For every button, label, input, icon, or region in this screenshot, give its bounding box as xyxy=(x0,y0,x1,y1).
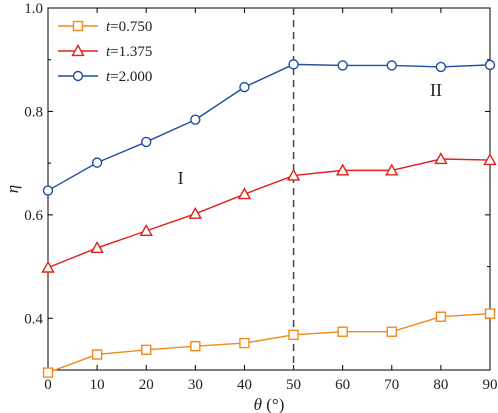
x-tick-label: 10 xyxy=(90,377,105,393)
data-point xyxy=(435,311,447,322)
series-line xyxy=(47,158,491,269)
series-circle xyxy=(42,59,496,196)
region-label: II xyxy=(430,80,442,100)
legend-item: t=2.000 xyxy=(58,69,152,85)
series-triangle xyxy=(41,152,497,273)
data-point xyxy=(435,61,447,73)
x-axis-label: θ (°) xyxy=(254,395,285,413)
data-point xyxy=(386,60,397,71)
data-point xyxy=(239,337,250,349)
legend: t=0.750 t=1.375 t=2.000 xyxy=(58,19,152,85)
x-tick-label: 20 xyxy=(139,377,154,393)
legend-marker xyxy=(71,44,85,57)
data-point xyxy=(337,60,348,71)
legend-item: t=0.750 xyxy=(58,19,152,35)
x-tick-label: 30 xyxy=(188,377,203,393)
data-point xyxy=(288,329,299,341)
data-point xyxy=(484,59,496,71)
data-point xyxy=(237,187,252,200)
y-tick-label: 0.4 xyxy=(24,311,43,327)
data-point xyxy=(42,367,54,378)
x-tick-label: 50 xyxy=(286,377,301,393)
data-point xyxy=(337,326,348,337)
x-tick-label: 40 xyxy=(237,377,252,393)
data-point xyxy=(90,241,104,254)
series-line xyxy=(47,312,491,374)
data-point xyxy=(386,326,397,337)
data-point xyxy=(141,344,152,356)
data-point xyxy=(286,168,301,181)
y-tick-label: 0.6 xyxy=(24,208,43,224)
data-point xyxy=(41,260,55,273)
data-point xyxy=(434,152,448,165)
data-point xyxy=(483,153,497,166)
legend-label: t=0.750 xyxy=(106,19,152,35)
y-tick-label: 0.8 xyxy=(24,104,43,120)
data-point xyxy=(188,206,203,219)
data-point xyxy=(335,163,350,176)
legend-marker xyxy=(72,20,84,32)
legend-label: t=2.000 xyxy=(106,69,152,85)
y-tick-label: 1.0 xyxy=(24,1,43,17)
legend-label: t=1.375 xyxy=(106,44,152,60)
series-group xyxy=(41,59,497,378)
axes: 0 10 20 30 40 50 60 70 80 90 0.4 0.6 0.8 1.0 θ (°) η xyxy=(3,1,498,413)
data-point xyxy=(239,81,250,93)
y-axis-label: η xyxy=(3,185,22,193)
data-point xyxy=(190,114,201,125)
annotations: III xyxy=(178,80,442,188)
series-square xyxy=(42,308,496,378)
x-tick-label: 60 xyxy=(335,377,350,393)
region-label: I xyxy=(178,168,184,188)
x-tick-label: 90 xyxy=(483,377,498,393)
data-point xyxy=(484,308,496,319)
data-point xyxy=(385,163,399,176)
data-point xyxy=(91,157,103,168)
legend-item: t=1.375 xyxy=(58,44,152,60)
plot-frame xyxy=(47,7,491,371)
data-point xyxy=(91,349,103,360)
data-point xyxy=(141,136,152,148)
legend-marker xyxy=(72,70,84,82)
data-point xyxy=(288,59,299,70)
x-tick-label: 70 xyxy=(384,377,399,393)
x-tick-label: 80 xyxy=(433,377,448,393)
data-point xyxy=(42,185,54,196)
data-point xyxy=(139,223,153,236)
series-line xyxy=(47,63,491,192)
data-point xyxy=(190,341,201,352)
x-tick-label: 0 xyxy=(44,377,52,393)
